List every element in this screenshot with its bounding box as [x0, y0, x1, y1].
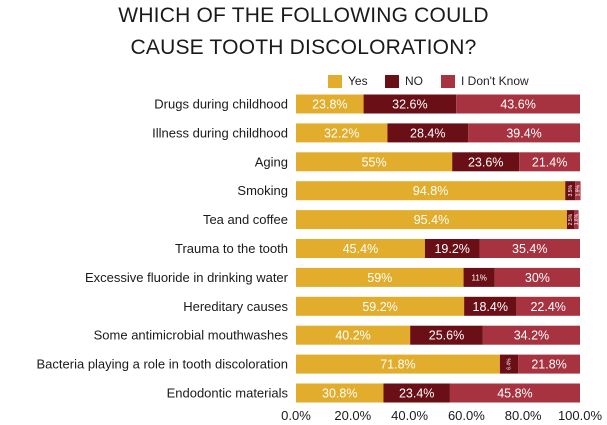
category-label-hereditary-causes: Hereditary causes	[183, 299, 288, 314]
legend-label-dont-know: I Don't Know	[461, 74, 529, 88]
bar-hereditary-causes-no	[464, 296, 517, 316]
bar-some-antimicrobial-mouthwashes-yes	[296, 325, 411, 345]
bar-smoking-i-don-t-know	[575, 181, 581, 201]
bar-smoking-no	[565, 181, 576, 201]
data-label-drugs-during-childhood-i-don-t-know: 43.6%	[500, 98, 535, 112]
data-label-tea-and-coffee-no: 2.5%	[568, 213, 574, 225]
x-tick-label: 60.0%	[448, 408, 485, 423]
data-label-smoking-no: 3.5%	[568, 184, 574, 196]
legend-label-no: NO	[405, 74, 423, 88]
data-label-some-antimicrobial-mouthwashes-yes: 40.2%	[335, 329, 370, 343]
data-label-endodontic-materials-yes: 30.8%	[322, 387, 357, 401]
x-tick-label: 0.0%	[281, 408, 311, 423]
chart-title: WHICH OF THE FOLLOWING COULD CAUSE TOOTH…	[0, 0, 607, 64]
bar-bacteria-playing-a-role-in-tooth-discoloration-i-don-t-know	[518, 354, 580, 374]
data-label-smoking-yes: 94.8%	[413, 184, 448, 198]
bar-smoking-yes	[296, 181, 566, 201]
data-label-drugs-during-childhood-no: 32.6%	[392, 98, 427, 112]
data-label-bacteria-playing-a-role-in-tooth-discoloration-i-don-t-know: 21.8%	[531, 358, 566, 372]
legend-item-dont-know: I Don't Know	[441, 74, 529, 88]
bar-bacteria-playing-a-role-in-tooth-discoloration-yes	[296, 354, 500, 374]
category-label-trauma-to-the-tooth: Trauma to the tooth	[175, 241, 288, 256]
data-label-aging-i-don-t-know: 21.4%	[532, 155, 567, 169]
data-label-drugs-during-childhood-yes: 23.8%	[312, 98, 347, 112]
bar-trauma-to-the-tooth-yes	[296, 239, 425, 258]
category-label-smoking: Smoking	[237, 183, 288, 198]
data-label-bacteria-playing-a-role-in-tooth-discoloration-no: 6.4%	[507, 358, 513, 370]
bar-some-antimicrobial-mouthwashes-i-don-t-know	[482, 325, 580, 345]
x-tick-label: 40.0%	[391, 408, 428, 423]
data-label-illness-during-childhood-i-don-t-know: 39.4%	[506, 126, 541, 140]
x-tick-label: 20.0%	[334, 408, 371, 423]
bar-excessive-fluoride-in-drinking-water-yes	[296, 267, 464, 287]
data-label-some-antimicrobial-mouthwashes-i-don-t-know: 34.2%	[514, 329, 549, 343]
bar-drugs-during-childhood-i-don-t-know	[456, 94, 580, 114]
data-label-excessive-fluoride-in-drinking-water-yes: 59%	[367, 271, 392, 285]
bar-drugs-during-childhood-yes	[296, 94, 364, 114]
bar-endodontic-materials-i-don-t-know	[449, 383, 580, 403]
bar-illness-during-childhood-yes	[296, 123, 388, 143]
category-label-some-antimicrobial-mouthwashes: Some antimicrobial mouthwashes	[94, 328, 289, 343]
bar-illness-during-childhood-i-don-t-know	[468, 123, 580, 143]
bar-aging-yes	[296, 152, 453, 172]
bar-tea-and-coffee-yes	[296, 210, 567, 230]
data-label-trauma-to-the-tooth-no: 19.2%	[434, 242, 469, 256]
data-label-some-antimicrobial-mouthwashes-no: 25.6%	[429, 329, 464, 343]
chart-title-line-2: CAUSE TOOTH DISCOLORATION?	[130, 36, 477, 59]
bar-illness-during-childhood-no	[387, 123, 469, 143]
category-label-aging: Aging	[255, 154, 288, 169]
legend-item-yes: Yes	[328, 74, 368, 88]
bar-aging-i-don-t-know	[519, 152, 580, 172]
bar-excessive-fluoride-in-drinking-water-no	[463, 267, 495, 287]
legend-label-yes: Yes	[348, 74, 368, 88]
data-label-hereditary-causes-i-don-t-know: 22.4%	[530, 300, 565, 314]
data-label-smoking-i-don-t-know: 1.9%	[575, 184, 581, 196]
data-label-aging-no: 23.6%	[468, 155, 503, 169]
data-label-bacteria-playing-a-role-in-tooth-discoloration-yes: 71.8%	[380, 358, 415, 372]
bar-some-antimicrobial-mouthwashes-no	[410, 325, 483, 345]
bar-trauma-to-the-tooth-no	[424, 239, 480, 258]
bar-drugs-during-childhood-no	[363, 94, 457, 114]
bar-bacteria-playing-a-role-in-tooth-discoloration-no	[499, 354, 519, 374]
category-label-drugs-during-childhood: Drugs during childhood	[154, 97, 288, 112]
category-label-excessive-fluoride-in-drinking-water: Excessive fluoride in drinking water	[85, 270, 289, 285]
data-label-trauma-to-the-tooth-i-don-t-know: 35.4%	[512, 242, 547, 256]
bar-endodontic-materials-no	[383, 383, 450, 403]
data-label-excessive-fluoride-in-drinking-water-no: 11%	[471, 273, 486, 282]
chart-title-line-1: WHICH OF THE FOLLOWING COULD	[118, 4, 489, 27]
bar-excessive-fluoride-in-drinking-water-i-don-t-know	[494, 267, 580, 287]
bar-endodontic-materials-yes	[296, 383, 384, 403]
x-tick-label: 100.0%	[558, 408, 603, 423]
bar-aging-no	[452, 152, 520, 172]
legend-swatch-no	[385, 74, 399, 88]
data-label-endodontic-materials-i-don-t-know: 45.8%	[497, 387, 532, 401]
legend-swatch-yes	[328, 74, 342, 88]
data-label-endodontic-materials-no: 23.4%	[399, 387, 434, 401]
data-label-trauma-to-the-tooth-yes: 45.4%	[343, 242, 378, 256]
category-label-endodontic-materials: Endodontic materials	[167, 386, 289, 401]
category-label-tea-and-coffee: Tea and coffee	[203, 212, 288, 227]
data-label-illness-during-childhood-yes: 32.2%	[324, 126, 359, 140]
legend-item-no: NO	[385, 74, 423, 88]
data-label-hereditary-causes-yes: 59.2%	[362, 300, 397, 314]
legend-swatch-dont-know	[441, 74, 455, 88]
data-label-aging-yes: 55%	[362, 155, 387, 169]
bar-tea-and-coffee-no	[566, 210, 575, 230]
data-label-tea-and-coffee-yes: 95.4%	[414, 213, 449, 227]
data-label-tea-and-coffee-i-don-t-know: 1.6%	[574, 213, 580, 225]
data-label-excessive-fluoride-in-drinking-water-i-don-t-know: 30%	[525, 271, 550, 285]
data-label-illness-during-childhood-no: 28.4%	[410, 126, 445, 140]
x-tick-label: 80.0%	[505, 408, 542, 423]
bar-trauma-to-the-tooth-i-don-t-know	[479, 239, 580, 258]
category-label-bacteria-playing-a-role-in-tooth-discoloration: Bacteria playing a role in tooth discolo…	[37, 357, 288, 372]
bar-tea-and-coffee-i-don-t-know	[574, 210, 579, 230]
data-label-hereditary-causes-no: 18.4%	[473, 300, 508, 314]
category-label-illness-during-childhood: Illness during childhood	[152, 125, 288, 140]
bar-hereditary-causes-yes	[296, 296, 465, 316]
bar-hereditary-causes-i-don-t-know	[516, 296, 580, 316]
